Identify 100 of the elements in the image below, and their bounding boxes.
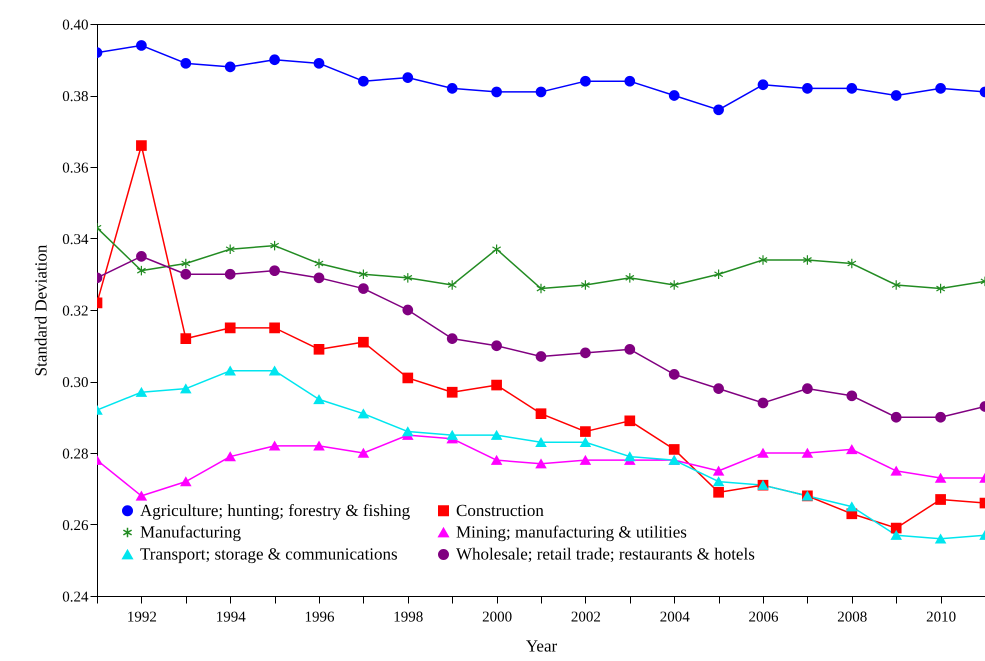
point [446, 430, 458, 440]
point [580, 76, 591, 87]
point [224, 268, 236, 280]
point [669, 280, 679, 290]
point [802, 383, 813, 394]
legend-label: Transport; storage & communications [140, 544, 398, 564]
point [402, 372, 414, 384]
y-axis-title: Standard Deviation [31, 244, 50, 376]
point [402, 72, 414, 83]
point [136, 491, 147, 501]
y-tick-label: 0.40 [62, 18, 88, 34]
x-tick-label: 2006 [748, 610, 779, 626]
x-tick-label: 2002 [570, 610, 601, 626]
point [314, 58, 324, 69]
point [847, 258, 857, 269]
point [536, 283, 546, 294]
point [225, 244, 235, 255]
point [491, 340, 502, 352]
point [891, 280, 901, 290]
point [402, 304, 414, 316]
point [224, 366, 236, 376]
point [269, 441, 280, 451]
x-tick-label: 1994 [216, 610, 246, 626]
point [890, 466, 902, 476]
point [580, 455, 591, 465]
point [136, 40, 147, 51]
point [536, 459, 546, 468]
point [180, 384, 192, 394]
legend-label: Mining; manufacturing & utilities [456, 522, 687, 542]
point [935, 494, 946, 505]
point [314, 394, 324, 404]
point [536, 86, 546, 98]
point [758, 254, 768, 266]
y-tick-label: 0.36 [62, 160, 89, 176]
point [180, 58, 192, 69]
point [758, 79, 768, 90]
point [624, 344, 636, 355]
x-tick-label: 2008 [837, 610, 868, 626]
point [890, 412, 902, 423]
point [491, 380, 502, 390]
point [446, 333, 458, 344]
point [580, 348, 591, 358]
point [492, 244, 502, 255]
legend-label: Agriculture; hunting; forestry & fishing [140, 500, 411, 520]
point [491, 430, 502, 440]
point [580, 426, 591, 437]
point [890, 530, 902, 540]
point [625, 272, 635, 284]
point [403, 272, 413, 284]
point [269, 366, 280, 376]
y-tick-label: 0.30 [62, 375, 88, 391]
point [935, 83, 946, 94]
point [269, 54, 280, 66]
legend-label: Construction [456, 500, 544, 520]
point [446, 386, 458, 398]
point [314, 272, 324, 284]
point [358, 448, 369, 458]
point [713, 486, 724, 498]
x-tick-label: 1996 [304, 610, 335, 626]
point [136, 388, 147, 397]
point [935, 473, 946, 483]
point [713, 104, 724, 116]
y-tick-label: 0.38 [62, 89, 88, 105]
point [491, 86, 502, 98]
point [269, 322, 280, 334]
point [314, 344, 324, 355]
x-tick-label: 1998 [393, 610, 424, 626]
x-tick-label: 1992 [126, 610, 157, 626]
point [802, 448, 813, 458]
y-tick-label: 0.26 [62, 518, 89, 534]
point [802, 83, 813, 94]
point [758, 448, 768, 458]
point [713, 476, 724, 486]
point [846, 390, 858, 402]
point [314, 258, 324, 269]
point [846, 444, 858, 454]
point [624, 452, 636, 462]
legend-label: Manufacturing [140, 522, 242, 542]
point [224, 452, 236, 462]
point [668, 90, 680, 101]
y-tick-label: 0.32 [62, 304, 88, 320]
point [491, 455, 502, 465]
point [402, 426, 414, 436]
point [580, 438, 591, 447]
point [447, 280, 457, 290]
point [358, 76, 369, 87]
point [180, 476, 192, 486]
x-axis-title: Year [526, 636, 558, 656]
point [713, 466, 724, 476]
point [269, 265, 280, 276]
y-tick-label: 0.28 [62, 446, 88, 462]
point [446, 83, 458, 94]
point [624, 415, 636, 426]
point [181, 258, 191, 269]
point [580, 280, 590, 290]
point [314, 441, 324, 451]
legend-label: Wholesale; retail trade; restaurants & hotels [456, 544, 755, 564]
point [224, 322, 236, 334]
point [890, 90, 902, 101]
x-tick-label: 2004 [660, 610, 690, 626]
